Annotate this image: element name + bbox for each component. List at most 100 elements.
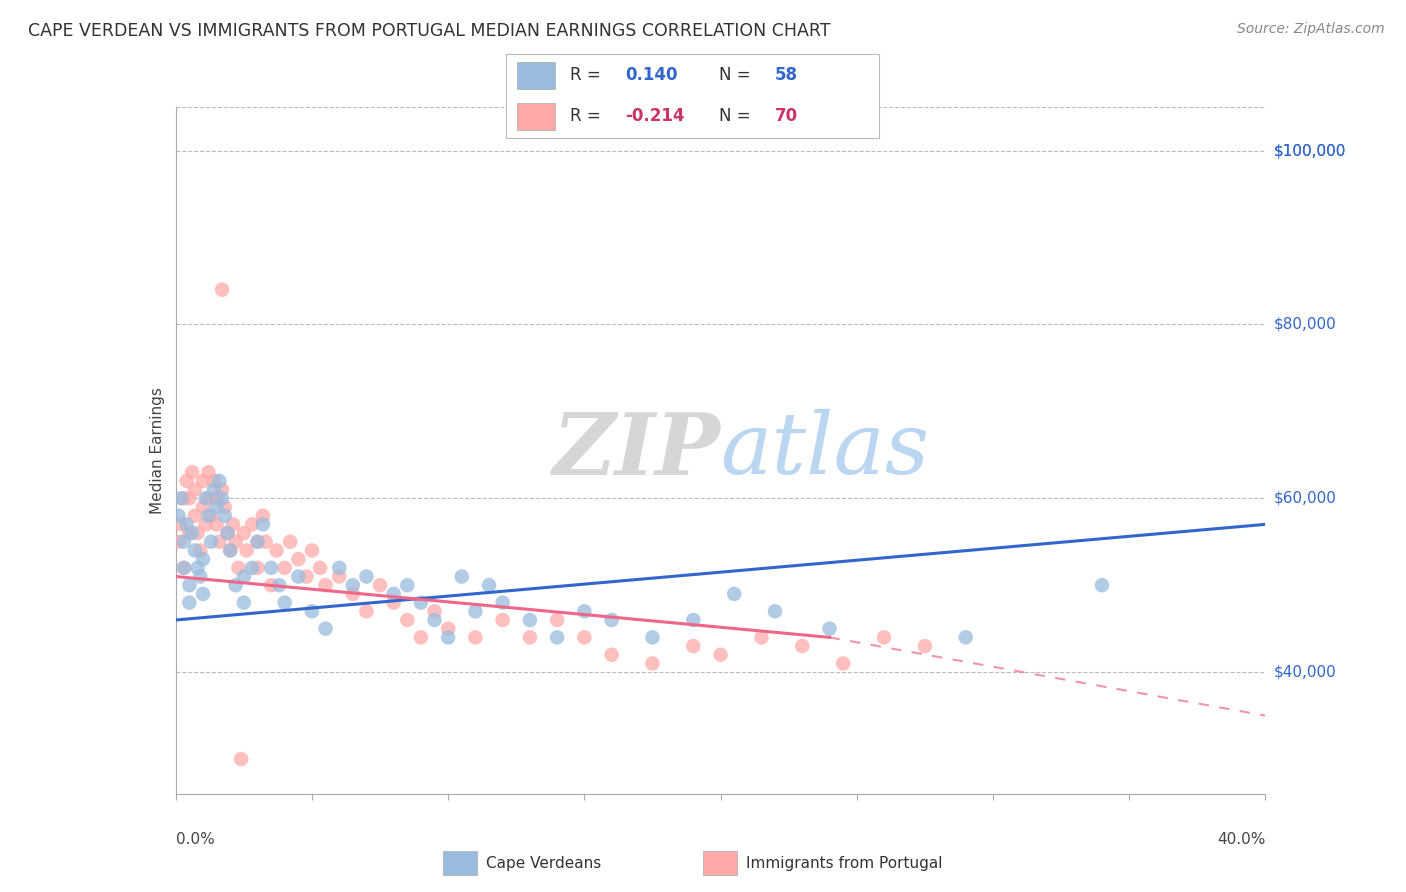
Point <box>176 474 198 488</box>
Point <box>240 561 263 575</box>
Point <box>464 604 486 618</box>
Text: 70: 70 <box>775 107 797 125</box>
Point <box>260 561 283 575</box>
Point <box>478 578 501 592</box>
Point <box>205 500 228 514</box>
Point <box>682 639 704 653</box>
Point <box>184 543 207 558</box>
Text: R =: R = <box>569 66 606 84</box>
Point <box>179 491 201 506</box>
Text: 40.0%: 40.0% <box>1218 831 1265 847</box>
Point <box>546 631 568 645</box>
Point <box>423 604 446 618</box>
Point <box>231 752 253 766</box>
Bar <box>517 103 554 130</box>
Point <box>254 534 277 549</box>
Point <box>167 508 190 523</box>
Point <box>266 543 288 558</box>
Text: R =: R = <box>569 107 606 125</box>
Text: $60,000: $60,000 <box>1274 491 1337 506</box>
Text: N =: N = <box>718 107 755 125</box>
Point <box>232 526 254 541</box>
Point <box>409 631 432 645</box>
Point <box>211 483 233 497</box>
Point <box>641 657 664 671</box>
Point <box>382 587 405 601</box>
Point <box>278 534 301 549</box>
Point <box>574 631 596 645</box>
Point <box>382 596 405 610</box>
Point <box>519 613 541 627</box>
Point <box>186 526 209 541</box>
Point <box>287 552 309 566</box>
Point <box>205 517 228 532</box>
Point <box>173 491 195 506</box>
Point <box>641 631 664 645</box>
Point <box>315 578 337 592</box>
Point <box>225 578 247 592</box>
Point <box>235 543 257 558</box>
Y-axis label: Median Earnings: Median Earnings <box>149 387 165 514</box>
Point <box>219 543 242 558</box>
Point <box>222 517 245 532</box>
Bar <box>443 851 477 875</box>
Point <box>179 596 201 610</box>
Point <box>179 578 201 592</box>
Point <box>181 465 204 479</box>
Point <box>191 587 214 601</box>
Point <box>574 604 596 618</box>
Point <box>1091 578 1114 592</box>
Text: $40,000: $40,000 <box>1274 665 1337 680</box>
Point <box>170 517 193 532</box>
Point <box>228 561 250 575</box>
Point <box>188 569 211 583</box>
Point <box>179 526 201 541</box>
Point <box>409 596 432 610</box>
Point <box>170 491 193 506</box>
Point <box>246 534 269 549</box>
Point <box>200 534 222 549</box>
Point <box>202 483 225 497</box>
Point <box>600 613 623 627</box>
Point <box>342 587 364 601</box>
Point <box>176 517 198 532</box>
Point <box>252 517 274 532</box>
Point <box>269 578 291 592</box>
Point <box>181 526 204 541</box>
Point <box>217 526 239 541</box>
Point <box>225 534 247 549</box>
Point <box>191 500 214 514</box>
Point <box>214 500 236 514</box>
Point <box>873 631 896 645</box>
Point <box>240 517 263 532</box>
Point <box>519 631 541 645</box>
Text: 0.0%: 0.0% <box>176 831 215 847</box>
Point <box>211 491 233 506</box>
Point <box>173 561 195 575</box>
Text: ZIP: ZIP <box>553 409 721 492</box>
Text: CAPE VERDEAN VS IMMIGRANTS FROM PORTUGAL MEDIAN EARNINGS CORRELATION CHART: CAPE VERDEAN VS IMMIGRANTS FROM PORTUGAL… <box>28 22 831 40</box>
Point <box>173 561 195 575</box>
Point <box>546 613 568 627</box>
Point <box>309 561 332 575</box>
Point <box>208 534 231 549</box>
Text: $100,000: $100,000 <box>1274 143 1346 158</box>
Point <box>167 534 190 549</box>
Point <box>191 552 214 566</box>
Point <box>301 543 323 558</box>
Text: $80,000: $80,000 <box>1274 317 1337 332</box>
Point <box>955 631 977 645</box>
Text: $100,000: $100,000 <box>1274 143 1346 158</box>
Point <box>356 569 378 583</box>
Point <box>186 561 209 575</box>
Point <box>295 569 318 583</box>
Point <box>274 596 297 610</box>
Point <box>214 508 236 523</box>
Point <box>194 517 217 532</box>
Point <box>818 622 841 636</box>
Text: N =: N = <box>718 66 755 84</box>
Point <box>208 474 231 488</box>
Point <box>205 491 228 506</box>
Bar <box>517 62 554 89</box>
Point <box>356 604 378 618</box>
